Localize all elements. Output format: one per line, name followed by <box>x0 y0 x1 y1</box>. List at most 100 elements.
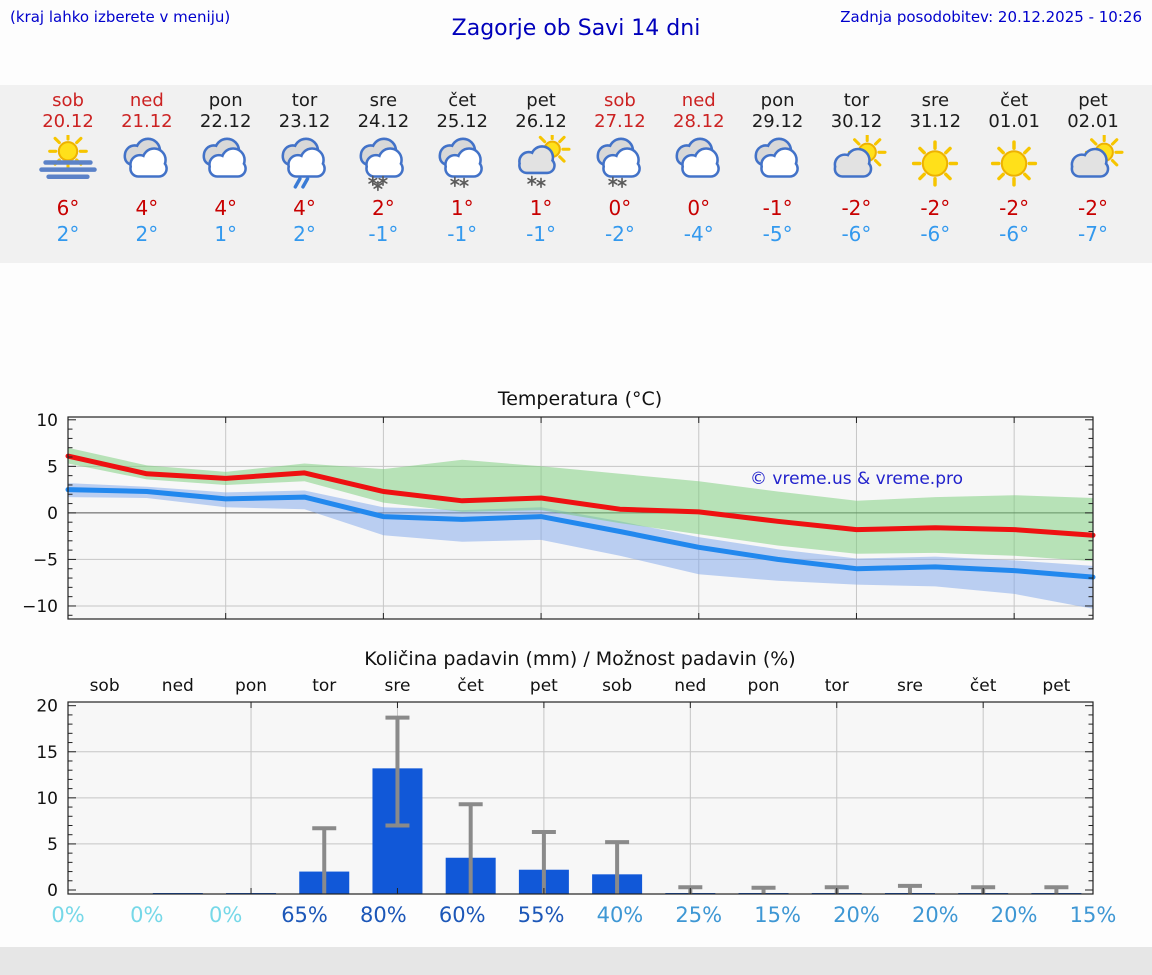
precip-percent: 20% <box>990 903 1038 927</box>
sun-snow-cloud-icon <box>499 130 583 192</box>
temp-chart-title: Temperatura (°C) <box>497 388 663 410</box>
min-temp: -1° <box>368 222 399 246</box>
temp-y-tick-label: 5 <box>47 457 58 477</box>
precip-x-label: tor <box>312 676 337 696</box>
day-column[interactable]: pet 02.01 -2° -7° <box>1051 85 1135 247</box>
max-temp: 1° <box>529 196 553 220</box>
day-strip: sob 20.12 6° 2° ned 21.12 4° 2° pon 22.12 4° 1° tor 2… <box>0 85 1152 263</box>
temp-y-tick-label: −10 <box>22 597 58 617</box>
day-column[interactable]: pon 29.12 -1° -5° <box>736 85 820 247</box>
watermark-link[interactable]: © vreme.us & vreme.pro <box>750 469 964 489</box>
max-temp: 0° <box>687 196 711 220</box>
day-name: pet <box>526 90 556 111</box>
temp-y-tick-label: −5 <box>33 550 58 570</box>
precip-percent: 40% <box>596 903 644 927</box>
precip-percent: 65% <box>281 903 328 927</box>
day-name: pon <box>208 90 243 111</box>
max-temp: 0° <box>608 196 632 220</box>
day-name: sob <box>604 90 636 111</box>
precip-x-label: pet <box>529 676 558 696</box>
max-temp: -2° <box>999 196 1030 220</box>
day-name: sob <box>52 90 84 111</box>
day-name: sre <box>921 90 950 111</box>
sunny-icon <box>893 135 977 192</box>
day-column[interactable]: tor 23.12 4° 2° <box>263 85 347 247</box>
max-temp: 4° <box>214 196 238 220</box>
cloudy-icon <box>736 135 820 192</box>
min-temp: -1° <box>526 222 557 246</box>
max-temp: -2° <box>1078 196 1108 220</box>
max-temp: -2° <box>920 196 951 220</box>
precip-x-label: sre <box>384 676 411 696</box>
cloudy-icon <box>184 135 268 192</box>
day-column[interactable]: sre 24.12 2° -1° <box>341 85 425 247</box>
temperature-chart: 10 5 0 −5 −10 <box>22 411 1096 620</box>
min-temp: 1° <box>214 222 238 246</box>
day-date: 01.01 <box>988 111 1040 132</box>
precip-y-tick-label: 15 <box>36 743 58 763</box>
day-column[interactable]: čet 25.12 1° -1° <box>420 85 504 247</box>
max-temp: -1° <box>762 196 793 220</box>
day-column[interactable]: sob 27.12 0° -2° <box>578 85 662 247</box>
location-menu-note: (kraj lahko izberete v meniju) <box>10 8 231 26</box>
max-temp: 4° <box>135 196 159 220</box>
precip-x-label: sob <box>89 676 120 696</box>
precip-y-tick-label: 20 <box>36 697 58 717</box>
day-name: pet <box>1078 90 1108 111</box>
day-name: sre <box>369 90 398 111</box>
day-column[interactable]: sob 20.12 6° 2° <box>26 85 110 247</box>
cloudy-icon <box>105 135 189 192</box>
min-temp: -5° <box>762 222 793 246</box>
day-column[interactable]: čet 01.01 -2° -6° <box>972 85 1056 247</box>
precip-y-tick-label: 5 <box>47 835 58 855</box>
precip-x-label: čet <box>457 676 484 696</box>
precip-x-label: pon <box>747 676 780 696</box>
precip-percent: 55% <box>517 903 565 927</box>
precip-x-label: sre <box>896 676 923 696</box>
day-name: ned <box>129 90 164 111</box>
max-temp: 6° <box>56 196 80 220</box>
rain-cloud-icon <box>263 135 347 192</box>
snow-cloud-heavy-icon <box>341 135 425 192</box>
temp-y-tick-label: 0 <box>47 504 58 524</box>
precip-percent: 80% <box>360 903 407 927</box>
last-update: Zadnja posodobitev: 20.12.2025 - 10:26 <box>840 8 1142 26</box>
day-column[interactable]: ned 21.12 4° 2° <box>105 85 189 247</box>
precip-percent: 20% <box>911 903 959 927</box>
fog-sun-icon <box>26 131 110 192</box>
min-temp: -6° <box>999 222 1030 246</box>
day-column[interactable]: pon 22.12 4° 1° <box>184 85 268 247</box>
day-name: tor <box>843 90 870 111</box>
precip-percent: 20% <box>833 903 880 927</box>
min-temp: -6° <box>841 222 872 246</box>
day-date: 27.12 <box>594 111 646 132</box>
min-temp: -2° <box>604 222 635 246</box>
max-temp: 1° <box>450 196 474 220</box>
day-date: 24.12 <box>357 111 410 132</box>
precip-x-label: čet <box>969 676 997 696</box>
max-temp: 2° <box>372 196 395 220</box>
precip-x-label: pon <box>235 676 268 696</box>
sun-cloud-icon <box>1051 132 1135 192</box>
precip-percent: 15% <box>1069 903 1117 927</box>
precip-percent: 15% <box>754 903 801 927</box>
precip-y-tick-label: 0 <box>47 881 58 900</box>
min-temp: -4° <box>683 222 714 246</box>
day-name: čet <box>448 90 477 111</box>
day-column[interactable]: pet 26.12 1° -1° <box>499 85 583 247</box>
day-date: 31.12 <box>909 111 962 132</box>
day-column[interactable]: tor 30.12 -2° -6° <box>814 85 898 247</box>
min-temp: 2° <box>293 222 316 246</box>
precip-x-label: pet <box>1042 676 1071 696</box>
precip-percent: 0% <box>51 903 85 927</box>
temp-y-tick-label: 10 <box>36 411 58 431</box>
day-column[interactable]: sre 31.12 -2° -6° <box>893 85 977 247</box>
precip-percent: 0% <box>130 903 164 927</box>
max-temp: -2° <box>841 196 872 220</box>
day-column[interactable]: ned 28.12 0° -4° <box>657 85 741 247</box>
cloudy-icon <box>657 135 741 192</box>
day-date: 20.12 <box>42 111 94 132</box>
snow-cloud-icon <box>578 135 662 192</box>
day-date: 30.12 <box>830 111 883 132</box>
